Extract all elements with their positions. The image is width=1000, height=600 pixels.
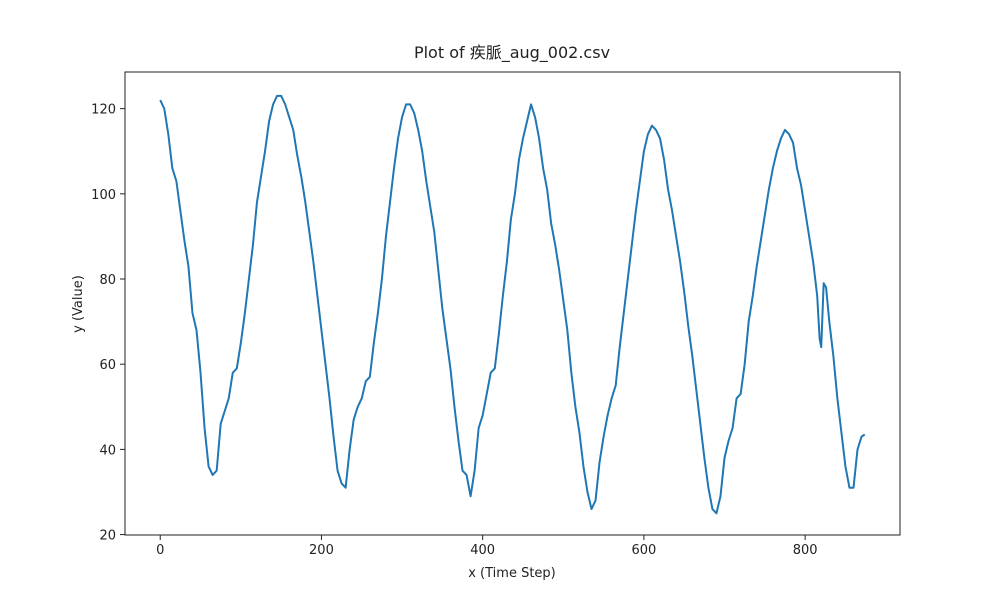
x-tick-label: 0 [156, 543, 164, 558]
y-axis-label: y (Value) [71, 275, 86, 333]
x-tick-label: 800 [793, 543, 818, 558]
y-tick-label: 80 [99, 273, 116, 288]
x-tick-label: 200 [309, 543, 334, 558]
x-tick-label: 600 [631, 543, 656, 558]
plot-frame [124, 71, 901, 536]
x-axis-label: x (Time Step) [468, 566, 556, 581]
x-tick-label: 400 [470, 543, 495, 558]
y-tick-label: 100 [91, 188, 116, 203]
chart-title: Plot of 疾脈_aug_002.csv [414, 43, 610, 63]
y-tick-label: 20 [99, 529, 116, 544]
y-tick-label: 120 [91, 103, 116, 118]
y-tick-label: 40 [99, 443, 116, 458]
data-line [159, 94, 866, 515]
y-tick-label: 60 [99, 358, 116, 373]
